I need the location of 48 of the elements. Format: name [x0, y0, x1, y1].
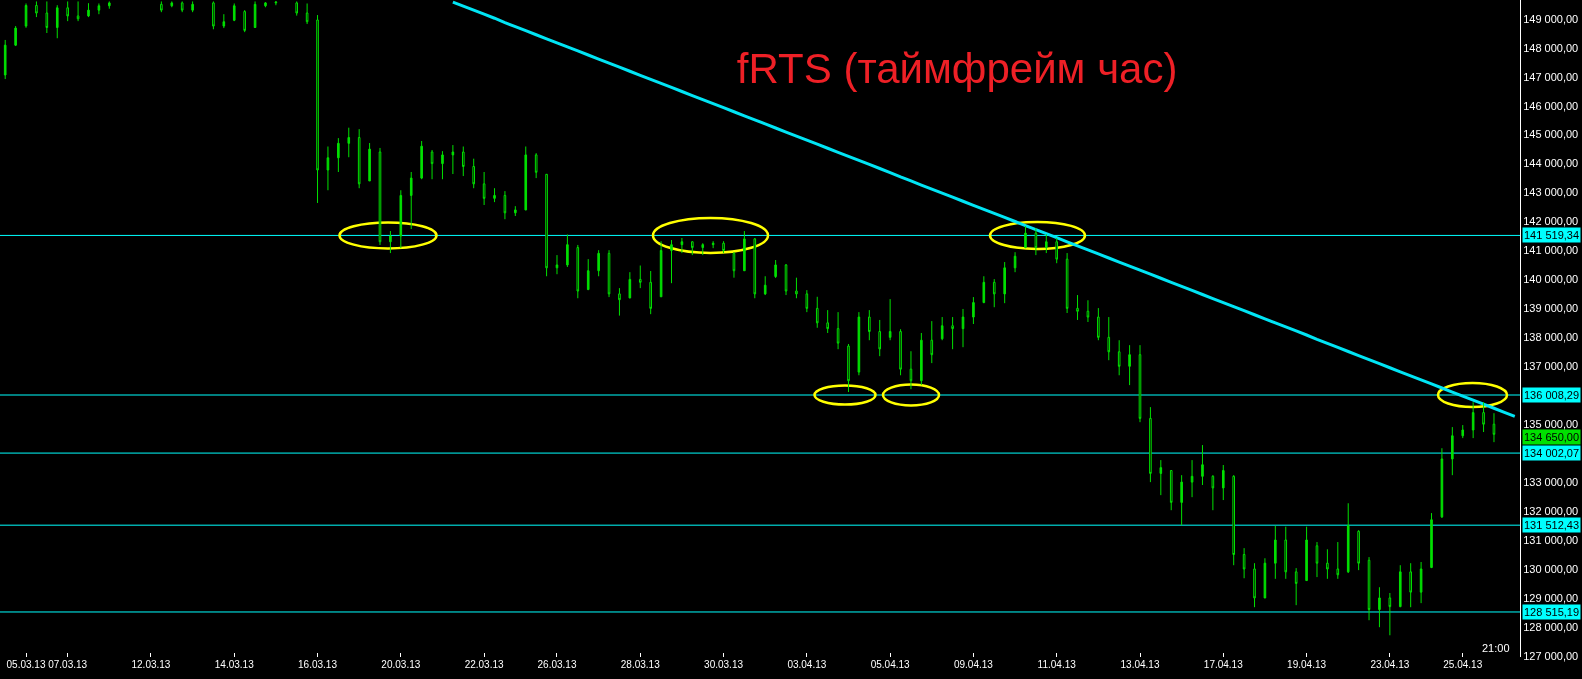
y-tick-label: 132 000,00	[1523, 504, 1579, 517]
x-tick-label: 03.04.13	[787, 659, 827, 670]
x-tick-label: 09.04.13	[953, 659, 994, 670]
y-tick-label: 147 000,00	[1523, 70, 1579, 83]
x-tick-label: 14.03.13	[214, 659, 255, 670]
x-tick-label: 07.03.13	[48, 659, 88, 670]
x-tick-label: 12.03.13	[131, 659, 171, 670]
y-tick-label: 130 000,00	[1523, 562, 1579, 575]
y-tick-label: 137 000,00	[1523, 360, 1579, 373]
y-tick-label: 146 000,00	[1523, 99, 1579, 112]
y-tick-label: 138 000,00	[1523, 331, 1579, 344]
x-tick-label: 17.04.13	[1203, 659, 1244, 670]
ref-line-label: 134 002,07	[1524, 447, 1580, 459]
y-tick-label: 128 000,00	[1523, 620, 1579, 633]
x-tick-label: 19.04.13	[1287, 659, 1327, 670]
y-tick-label: 143 000,00	[1523, 186, 1579, 199]
x-tick-label: 20.03.13	[381, 659, 421, 670]
y-tick-label: 148 000,00	[1523, 41, 1579, 54]
x-tick-label: 25.04.13	[1443, 659, 1483, 670]
x-tick-label: 26.03.13	[537, 659, 577, 670]
y-tick-label: 145 000,00	[1523, 128, 1579, 141]
ref-line-label: 128 515,19	[1524, 606, 1580, 618]
y-tick-label: 142 000,00	[1523, 215, 1579, 228]
y-tick-label: 133 000,00	[1523, 475, 1579, 488]
text: 134 650,00	[1524, 431, 1580, 443]
ref-line-label: 136 008,29	[1524, 389, 1580, 401]
x-tick-label: 13.04.13	[1120, 659, 1160, 670]
annotation: 21:00	[1482, 642, 1510, 654]
x-tick-label: 28.03.13	[620, 659, 661, 670]
y-tick-label: 149 000,00	[1523, 12, 1579, 25]
ref-line-label: 131 512,43	[1524, 519, 1580, 531]
x-tick-label: 30.03.13	[704, 659, 744, 670]
x-tick-label: 16.03.13	[298, 659, 338, 670]
y-tick-label: 131 000,00	[1523, 533, 1579, 546]
y-tick-label: 127 000,00	[1523, 649, 1579, 662]
x-tick-label: 05.03.13	[6, 659, 46, 670]
y-tick-label: 140 000,00	[1523, 273, 1579, 286]
y-tick-label: 135 000,00	[1523, 418, 1579, 431]
x-tick-label: 11.04.13	[1037, 659, 1077, 670]
x-tick-label: 23.04.13	[1370, 659, 1410, 670]
x-tick-label: 22.03.13	[464, 659, 505, 670]
ref-line-label: 141 519,34	[1524, 229, 1580, 241]
text: fRTS (таймфрейм час)	[736, 44, 1178, 92]
y-tick-label: 144 000,00	[1523, 157, 1579, 170]
y-tick-label: 141 000,00	[1523, 244, 1579, 257]
y-tick-label: 139 000,00	[1523, 302, 1579, 315]
y-tick-label: 129 000,00	[1523, 591, 1579, 604]
x-tick-label: 05.04.13	[870, 659, 911, 670]
